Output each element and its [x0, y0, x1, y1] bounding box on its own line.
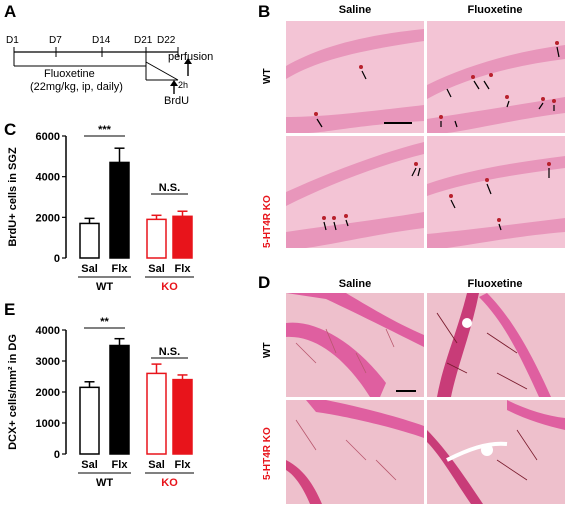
y-tick-label: 6000	[36, 131, 60, 143]
x-tick-label: Flx	[112, 263, 129, 275]
y-axis-label: BrdU+ cells in SGZ	[7, 147, 19, 247]
bar	[146, 372, 167, 455]
y-tick-label: 4000	[36, 172, 60, 184]
bar	[146, 218, 167, 259]
significance-label: N.S.	[159, 346, 180, 358]
dose-label: (22mg/kg, ip, daily)	[30, 81, 123, 93]
micrograph-b-wt-saline	[286, 21, 424, 133]
y-tick-label: 2000	[36, 212, 60, 224]
group-label: WT	[96, 477, 113, 489]
chart-brdu: 0 2000 4000 6000 BrdU+ cells in SGZ Sal Flx Sal…	[7, 124, 194, 293]
brdu-arrow	[170, 80, 178, 86]
bar	[79, 386, 100, 455]
perfusion-arrow	[184, 58, 192, 64]
micrograph-d-wt-saline	[286, 293, 424, 397]
perfusion-label: perfusion	[168, 51, 214, 63]
x-tick-label: Flx	[112, 459, 129, 471]
panel-c-letter: C	[4, 120, 17, 139]
day-label-d1: D1	[6, 35, 19, 46]
bar	[172, 378, 193, 455]
bar	[79, 222, 100, 259]
row-head-d-wt: WT	[262, 342, 273, 358]
y-tick-label: 4000	[36, 325, 60, 337]
y-tick-label: 2000	[36, 387, 60, 399]
y-tick-label: 0	[54, 449, 60, 461]
chart-dcx: 0 1000 2000 3000 4000 DCX+ cells/mm² in DG Sal…	[7, 316, 194, 489]
bar	[109, 161, 130, 259]
col-head-saline: Saline	[338, 4, 372, 16]
col-head-fluoxetine: Fluoxetine	[467, 4, 523, 16]
y-tick-label: 0	[54, 253, 60, 265]
group-label: KO	[161, 281, 178, 293]
row-head-ko: 5-HT4R KO	[262, 195, 273, 248]
bar	[109, 344, 130, 455]
significance-label: N.S.	[159, 182, 180, 194]
panel-b-letter: B	[258, 2, 271, 21]
col-head-d-fluoxetine: Fluoxetine	[467, 278, 523, 290]
x-tick-label: Flx	[175, 263, 192, 275]
interval-label: 2h	[178, 80, 189, 90]
col-head-d-saline: Saline	[338, 278, 372, 290]
y-tick-label: 3000	[36, 356, 60, 368]
day-label-d14: D14	[92, 35, 111, 46]
panel-a-letter: A	[4, 2, 17, 21]
brdu-label: BrdU	[164, 95, 190, 107]
micrograph-d-wt-fluoxetine	[427, 293, 565, 397]
day-label-d22: D22	[157, 35, 176, 46]
significance-label: ***	[98, 124, 112, 136]
treatment-label: Fluoxetine	[44, 68, 95, 80]
x-tick-label: Sal	[148, 263, 165, 275]
group-label: KO	[161, 477, 178, 489]
micrograph-b-ko-fluoxetine	[427, 136, 565, 248]
x-tick-label: Sal	[148, 459, 165, 471]
group-label: WT	[96, 281, 113, 293]
day-label-d7: D7	[49, 35, 62, 46]
y-tick-label: 1000	[36, 418, 60, 430]
micrograph-b-ko-saline	[286, 136, 424, 248]
x-tick-label: Flx	[175, 459, 192, 471]
timeline-diagram	[13, 47, 192, 94]
panel-d-letter: D	[258, 273, 271, 292]
y-axis-label: DCX+ cells/mm² in DG	[7, 334, 19, 450]
micrograph-d-ko-saline	[286, 400, 424, 504]
panel-e-letter: E	[4, 300, 16, 319]
row-head-wt: WT	[262, 68, 273, 84]
row-head-d-ko: 5-HT4R KO	[262, 427, 273, 480]
micrograph-b-wt-fluoxetine	[427, 21, 565, 133]
bar	[172, 215, 193, 259]
day-label-d21: D21	[134, 35, 153, 46]
micrograph-d-ko-fluoxetine	[427, 400, 565, 504]
x-tick-label: Sal	[81, 263, 98, 275]
x-tick-label: Sal	[81, 459, 98, 471]
significance-label: **	[100, 316, 109, 328]
